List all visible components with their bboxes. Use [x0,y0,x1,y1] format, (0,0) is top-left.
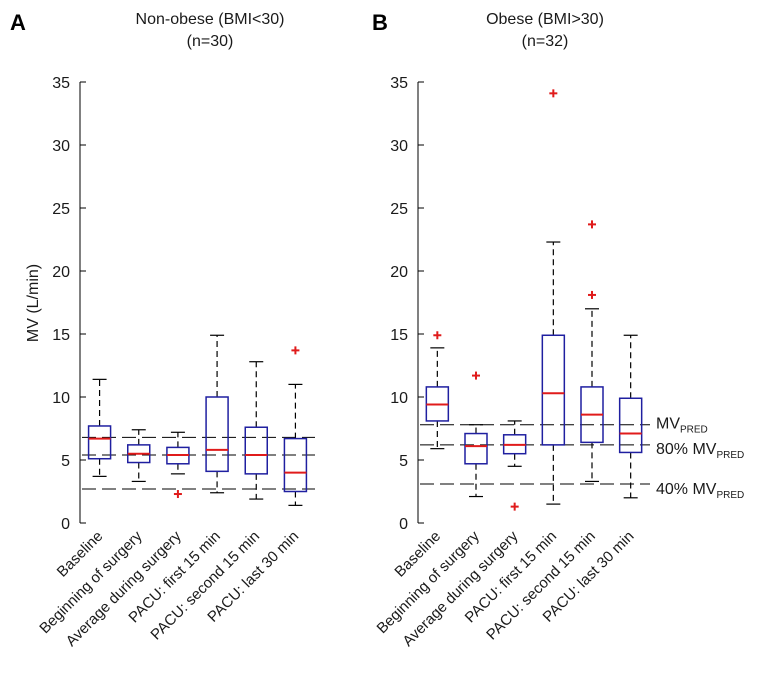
panel-b-title: Obese (BMI>30) [486,11,604,28]
y-tick-label: 30 [390,138,408,155]
iqr-box [541,334,566,446]
box-6 [283,346,308,506]
y-axis-label: MV (L/min) [25,264,42,342]
panel-a-subtitle: (n=30) [187,33,234,50]
iqr-box [464,432,488,465]
outlier-marker [173,490,182,499]
reference-line-label: MVPRED [656,416,708,436]
box-4 [205,334,229,494]
outlier-marker [291,346,300,355]
iqr-box [618,397,643,454]
y-tick-label: 15 [52,327,70,344]
reference-label-sub: PRED [680,425,708,436]
iqr-box [244,426,268,475]
box-3 [166,431,190,499]
iqr-box [283,437,308,493]
reference-label-main: 40% MV [656,481,717,498]
panel-b-letter: B [372,10,388,35]
y-tick-label: 0 [61,516,70,533]
outlier-marker [588,290,596,299]
y-tick-label: 35 [52,75,70,92]
y-tick-label: 5 [399,453,408,470]
outlier-marker [472,371,480,380]
box-1 [87,378,112,477]
panel-b-subtitle: (n=32) [522,33,569,50]
y-tick-label: 25 [52,201,70,218]
box-5 [244,361,268,500]
iqr-box [87,425,112,460]
y-tick-label: 20 [390,264,408,281]
panel-a-title: Non-obese (BMI<30) [136,11,285,28]
reference-line-label: 40% MVPRED [656,481,744,501]
box-2 [464,371,488,498]
reference-line-label: 80% MVPRED [656,441,744,461]
y-tick-label: 30 [52,138,70,155]
outlier-marker [549,89,558,98]
reference-label-main: MV [656,416,680,433]
y-tick-label: 25 [390,201,408,218]
y-tick-label: 20 [52,264,70,281]
y-tick-label: 35 [390,75,408,92]
box-5 [580,220,604,483]
y-tick-label: 10 [52,390,70,407]
y-tick-label: 15 [390,327,408,344]
y-tick-label: 0 [399,516,408,533]
reference-label-sub: PRED [716,450,744,461]
reference-label-sub: PRED [716,490,744,501]
outlier-marker [433,331,442,340]
iqr-box [205,396,229,473]
box-2 [127,429,151,483]
y-tick-label: 10 [390,390,408,407]
panel-a-letter: A [10,10,26,35]
box-6 [618,334,643,499]
outlier-marker [588,220,596,229]
box-4 [541,89,566,505]
y-tick-label: 5 [61,453,70,470]
reference-label-main: 80% MV [656,441,717,458]
box-1 [425,331,450,450]
box-3 [502,420,527,511]
outlier-marker [510,502,519,511]
